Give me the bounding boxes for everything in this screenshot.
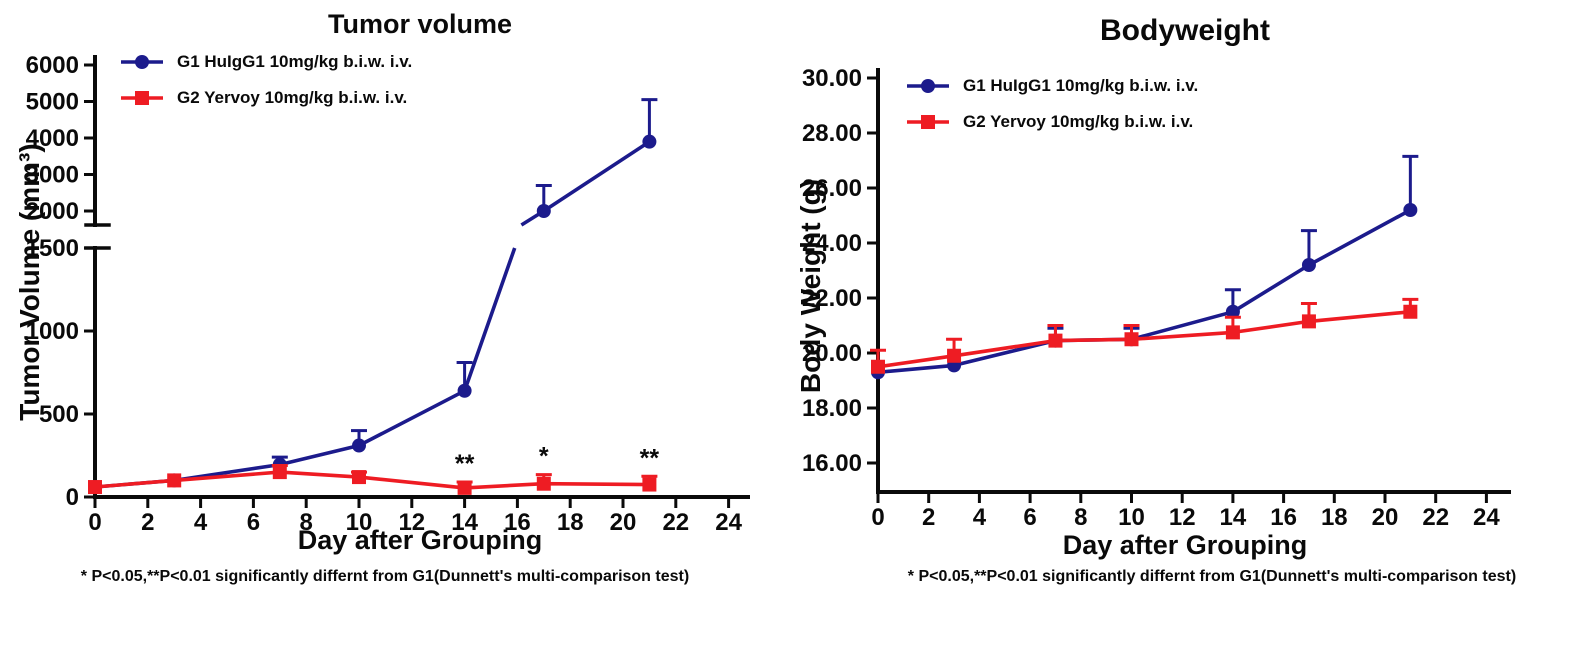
svg-text:8: 8 xyxy=(300,509,313,536)
svg-text:1000: 1000 xyxy=(26,318,79,345)
legend-item-g2: G2 Yervoy 10mg/kg b.i.w. i.v. xyxy=(119,87,412,109)
legend-label-g1: G1 HuIgG1 10mg/kg b.i.w. i.v. xyxy=(963,76,1199,95)
bodyweight-significance-footnote: * P<0.05,**P<0.01 significantly differnt… xyxy=(907,568,1517,585)
svg-text:2000: 2000 xyxy=(26,198,79,225)
tumor-volume-plot: 0 2 4 6 8 10 12 14 16 18 20 22 240500100015002000300… xyxy=(26,52,750,536)
svg-text:14: 14 xyxy=(1220,504,1247,531)
series-g1 xyxy=(88,98,658,495)
svg-text:2: 2 xyxy=(922,504,935,531)
bodyweight-title: Bodyweight xyxy=(1100,14,1270,47)
svg-text:10: 10 xyxy=(1118,504,1145,531)
tumor-volume-significance-footnote: * P<0.05,**P<0.01 significantly differnt… xyxy=(80,568,690,585)
svg-text:500: 500 xyxy=(39,401,79,428)
tumor-volume-title: Tumor volume xyxy=(327,9,513,39)
svg-text:0: 0 xyxy=(871,504,884,531)
svg-text:12: 12 xyxy=(1169,504,1196,531)
tumor-volume-y-axis-label: Tumor Volume (mm³) xyxy=(14,143,45,421)
svg-text:6: 6 xyxy=(1023,504,1036,531)
svg-text:1500: 1500 xyxy=(26,235,79,262)
bodyweight-figure: 0 2 4 6 8 10 12 14 16 18 20 22 24 16.00 18.00 20.00 22.0… xyxy=(787,0,1575,662)
svg-text:20: 20 xyxy=(1372,504,1399,531)
svg-text:10: 10 xyxy=(346,509,373,536)
svg-text:24: 24 xyxy=(1473,504,1500,531)
svg-text:24.00: 24.00 xyxy=(802,230,862,257)
svg-text:20: 20 xyxy=(610,509,637,536)
svg-text:28.00: 28.00 xyxy=(802,120,862,147)
svg-text:**: ** xyxy=(455,450,475,478)
svg-text:4: 4 xyxy=(973,504,987,531)
svg-text:4000: 4000 xyxy=(26,125,79,152)
svg-text:2: 2 xyxy=(141,509,154,536)
y-axis: 0 500 1000 1500 2000 3000 4000 5000 6000 xyxy=(26,52,111,511)
y-axis: 16.00 18.00 20.00 22.00 24.00 26.00 28.00 30.00 xyxy=(802,65,880,494)
svg-text:*: * xyxy=(539,443,549,471)
svg-text:4: 4 xyxy=(194,509,208,536)
svg-text:16: 16 xyxy=(504,509,531,536)
svg-text:0: 0 xyxy=(66,484,79,511)
svg-text:26.00: 26.00 xyxy=(802,175,862,202)
svg-text:18: 18 xyxy=(557,509,584,536)
svg-text:24: 24 xyxy=(715,509,742,536)
svg-text:20.00: 20.00 xyxy=(802,340,862,367)
g2-line-marker-icon xyxy=(121,91,163,105)
tumor-volume-figure: 0 2 4 6 8 10 12 14 16 18 20 22 24 0 500 1000 1500 2000 300… xyxy=(14,9,750,585)
legend-item-g1: G1 HuIgG1 10mg/kg b.i.w. i.v. xyxy=(119,51,412,73)
svg-text:6000: 6000 xyxy=(26,52,79,79)
tumor-volume-x-axis-label: Day after Grouping xyxy=(297,525,543,555)
x-axis: 0 2 4 6 8 10 12 14 16 18 20 22 24 xyxy=(871,490,1511,531)
svg-text:5000: 5000 xyxy=(26,89,79,116)
svg-text:8: 8 xyxy=(1074,504,1087,531)
svg-text:22: 22 xyxy=(662,509,689,536)
legend-label-g2: G2 Yervoy 10mg/kg b.i.w. i.v. xyxy=(177,88,408,107)
svg-text:12: 12 xyxy=(398,509,425,536)
legend-label-g2: G2 Yervoy 10mg/kg b.i.w. i.v. xyxy=(963,112,1194,131)
svg-text:3000: 3000 xyxy=(26,162,79,189)
svg-text:16: 16 xyxy=(1270,504,1297,531)
legend-item-g2: G2 Yervoy 10mg/kg b.i.w. i.v. xyxy=(905,111,1198,133)
tumor-volume-legend: G1 HuIgG1 10mg/kg b.i.w. i.v. G2 Yervoy … xyxy=(119,51,412,109)
bodyweight-plot: 0 2 4 6 8 10 12 14 16 18 20 22 2416.0018.0020.0022.0… xyxy=(802,65,1511,531)
series-g2 xyxy=(870,297,1419,374)
svg-text:**: ** xyxy=(640,444,660,472)
svg-text:18: 18 xyxy=(1321,504,1348,531)
svg-text:22: 22 xyxy=(1422,504,1449,531)
bodyweight-legend: G1 HuIgG1 10mg/kg b.i.w. i.v. G2 Yervoy … xyxy=(905,75,1198,133)
svg-text:16.00: 16.00 xyxy=(802,450,862,477)
svg-text:14: 14 xyxy=(451,509,478,536)
bodyweight-y-axis-label: Body Weight (g) xyxy=(795,178,826,394)
bodyweight-x-axis-label: Day after Grouping xyxy=(1062,530,1308,560)
g2-line-marker-icon xyxy=(907,115,949,129)
svg-text:18.00: 18.00 xyxy=(802,395,862,422)
svg-text:6: 6 xyxy=(247,509,260,536)
x-axis: 0 2 4 6 8 10 12 14 16 18 20 22 24 xyxy=(88,495,750,536)
svg-text:30.00: 30.00 xyxy=(802,65,862,92)
g1-line-marker-icon xyxy=(907,79,949,93)
legend-label-g1: G1 HuIgG1 10mg/kg b.i.w. i.v. xyxy=(177,52,413,71)
series-g2: ** * ** xyxy=(88,443,659,495)
legend-item-g1: G1 HuIgG1 10mg/kg b.i.w. i.v. xyxy=(905,75,1198,97)
g1-line-marker-icon xyxy=(121,55,163,69)
svg-text:22.00: 22.00 xyxy=(802,285,862,312)
svg-text:0: 0 xyxy=(88,509,101,536)
